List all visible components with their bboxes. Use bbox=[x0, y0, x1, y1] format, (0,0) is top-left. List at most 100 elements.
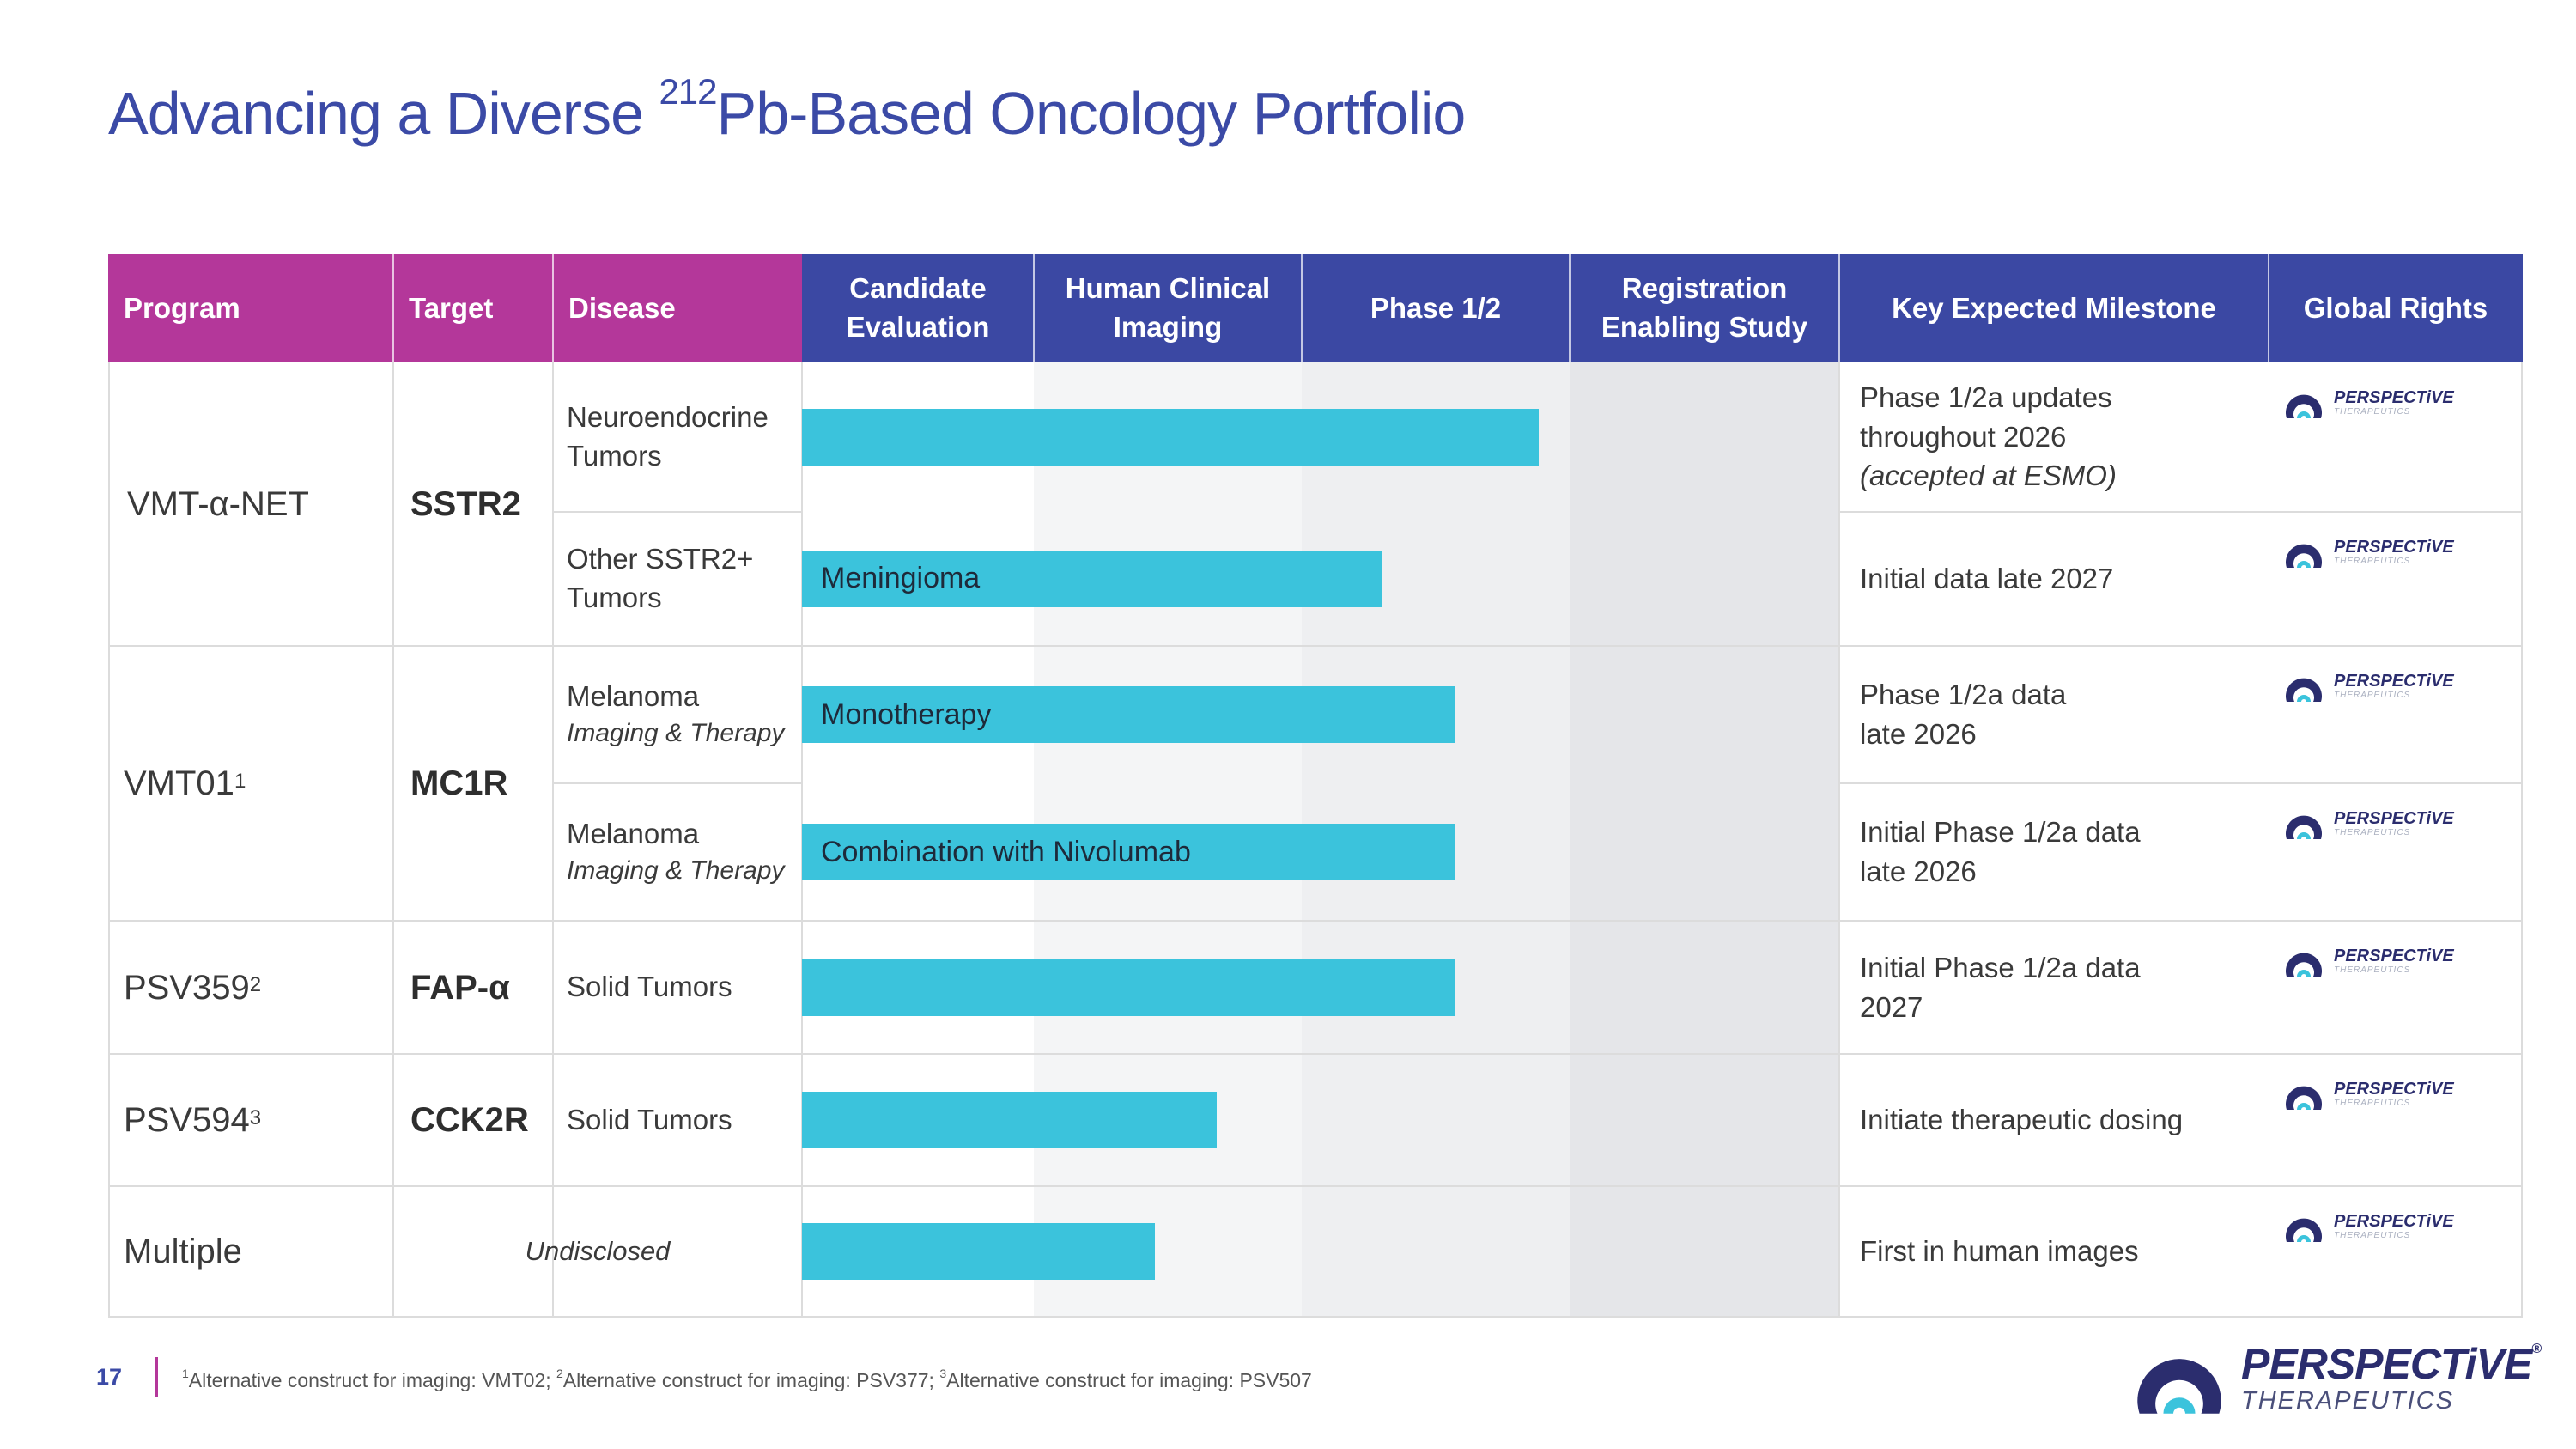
header-disease: Disease bbox=[553, 254, 802, 362]
logo-wordmark: PERSPECTiVE bbox=[2334, 672, 2454, 691]
global-rights-logo: PERSPECTiVE THERAPEUTICS bbox=[2282, 940, 2454, 983]
milestone-cell: First in human images bbox=[1839, 1186, 2269, 1317]
milestone-text: throughout 2026 bbox=[1860, 420, 2067, 453]
logo-subtitle: THERAPEUTICS bbox=[2334, 965, 2411, 975]
global-rights-logo: PERSPECTiVE THERAPEUTICS bbox=[2282, 381, 2454, 424]
progress-bar: Combination with Nivolumab bbox=[802, 824, 1455, 880]
pipeline-table: Program Target Disease Candidate Evaluat… bbox=[108, 254, 2523, 1318]
global-rights-logo: PERSPECTiVE THERAPEUTICS bbox=[2282, 665, 2454, 708]
milestone-text: Initiate therapeutic dosing bbox=[1860, 1104, 2184, 1136]
program-multiple: Multiple bbox=[124, 1233, 242, 1270]
target-mc1r: MC1R bbox=[410, 764, 508, 802]
milestone-text: Phase 1/2a data bbox=[1860, 679, 2067, 711]
milestone-text: Phase 1/2a updates bbox=[1860, 381, 2112, 414]
perspective-therapeutics-logo: PERSPECTiVE® THERAPEUTICS bbox=[2129, 1328, 2542, 1428]
header-phase-1-2: Phase 1/2 bbox=[1302, 254, 1570, 362]
target-sstr2: SSTR2 bbox=[410, 485, 521, 523]
footer-divider bbox=[155, 1357, 158, 1397]
header-human-clinical-imaging: Human Clinical Imaging bbox=[1034, 254, 1302, 362]
logo-wordmark: PERSPECTiVE bbox=[2334, 1212, 2454, 1231]
logo-subtitle: THERAPEUTICS bbox=[2334, 1099, 2411, 1108]
logo-wordmark: PERSPECTiVE bbox=[2334, 809, 2454, 828]
perspective-logo-mark-icon bbox=[2286, 1086, 2322, 1110]
progress-bar-label: Meningioma bbox=[821, 562, 981, 594]
logo-wordmark: PERSPECTiVE bbox=[2334, 388, 2454, 407]
milestone-text: 2027 bbox=[1860, 990, 1923, 1023]
progress-bar bbox=[802, 1092, 1217, 1148]
milestone-text: Initial data late 2027 bbox=[1860, 562, 2114, 594]
progress-bar: Monotherapy bbox=[802, 686, 1455, 743]
footnote: 1Alternative construct for imaging: VMT0… bbox=[182, 1367, 1312, 1391]
logo-subtitle: THERAPEUTICS bbox=[2334, 828, 2411, 837]
disease-name: Solid Tumors bbox=[567, 971, 732, 1003]
page-number: 17 bbox=[96, 1364, 123, 1390]
disease-cell: Melanoma Imaging & Therapy bbox=[553, 646, 802, 783]
disease-name: Melanoma bbox=[567, 818, 700, 850]
perspective-logo-mark-icon bbox=[2286, 544, 2322, 568]
progress-bar bbox=[802, 1223, 1155, 1280]
disease-cell: Melanoma Imaging & Therapy bbox=[553, 783, 802, 921]
logo-wordmark: PERSPECTiVE bbox=[2241, 1339, 2532, 1388]
target-fap-alpha: FAP-α bbox=[410, 968, 510, 1007]
global-rights-logo: PERSPECTiVE THERAPEUTICS bbox=[2282, 1073, 2454, 1116]
progress-bar: Meningioma bbox=[802, 550, 1382, 607]
milestone-cell: Initial Phase 1/2a data 2027 bbox=[1839, 921, 2269, 1054]
milestone-cell: Initial Phase 1/2a data late 2026 bbox=[1839, 783, 2269, 921]
target-undisclosed: Undisclosed bbox=[525, 1236, 671, 1267]
milestone-text: Initial Phase 1/2a data bbox=[1860, 951, 2141, 983]
global-rights-logo: PERSPECTiVE THERAPEUTICS bbox=[2282, 531, 2454, 574]
progress-bar-label: Monotherapy bbox=[821, 697, 992, 731]
logo-wordmark: PERSPECTiVE bbox=[2334, 538, 2454, 557]
disease-cell: Other SSTR2+ Tumors bbox=[553, 512, 802, 645]
milestone-cell: Phase 1/2a data late 2026 bbox=[1839, 646, 2269, 783]
header-program: Program bbox=[108, 254, 393, 362]
milestone-cell: Phase 1/2a updates throughout 2026 (accept… bbox=[1839, 362, 2269, 511]
perspective-logo-mark-icon bbox=[2137, 1359, 2221, 1414]
slide-title: Advancing a Diverse 212Pb-Based Oncology… bbox=[108, 71, 1466, 148]
milestone-text: late 2026 bbox=[1860, 718, 1977, 750]
program-psv359: PSV359 2 bbox=[124, 968, 262, 1007]
disease-subtitle: Imaging & Therapy bbox=[567, 856, 785, 886]
target-cck2r: CCK2R bbox=[410, 1101, 529, 1139]
perspective-logo-mark-icon bbox=[2286, 815, 2322, 839]
logo-subtitle: THERAPEUTICS bbox=[2334, 691, 2411, 700]
logo-subtitle: THERAPEUTICS bbox=[2334, 407, 2411, 417]
header-target: Target bbox=[393, 254, 553, 362]
global-rights-logo: PERSPECTiVE THERAPEUTICS bbox=[2282, 802, 2454, 845]
progress-bar-label: Combination with Nivolumab bbox=[821, 835, 1191, 868]
program-psv594: PSV594 3 bbox=[124, 1101, 262, 1139]
disease-cell: Neuroendocrine Tumors bbox=[553, 362, 802, 511]
logo-registered-mark: ® bbox=[2531, 1341, 2542, 1356]
milestone-cell: Initiate therapeutic dosing bbox=[1839, 1054, 2269, 1186]
progress-bar bbox=[802, 959, 1455, 1016]
logo-subtitle: THERAPEUTICS bbox=[2334, 557, 2411, 566]
logo-subtitle: THERAPEUTICS bbox=[2241, 1386, 2454, 1415]
milestone-text: First in human images bbox=[1860, 1235, 2139, 1268]
milestone-text: late 2026 bbox=[1860, 855, 1977, 887]
progress-bar bbox=[802, 408, 1539, 466]
perspective-logo-mark-icon bbox=[2286, 678, 2322, 702]
header-candidate-evaluation: Candidate Evaluation bbox=[802, 254, 1034, 362]
milestone-cell: Initial data late 2027 bbox=[1839, 512, 2269, 645]
program-vmt-alpha-net: VMT-α-NET bbox=[127, 485, 309, 523]
disease-name: Other SSTR2+ Tumors bbox=[567, 542, 754, 613]
disease-name: Melanoma bbox=[567, 680, 700, 713]
registration-column-band bbox=[1570, 362, 1839, 1318]
milestone-note: (accepted at ESMO) bbox=[1860, 460, 2117, 492]
global-rights-logo: PERSPECTiVE THERAPEUTICS bbox=[2282, 1205, 2454, 1248]
disease-subtitle: Imaging & Therapy bbox=[567, 719, 785, 748]
milestone-text: Initial Phase 1/2a data bbox=[1860, 816, 2141, 849]
program-vmt01: VMT01 1 bbox=[124, 764, 246, 802]
logo-subtitle: THERAPEUTICS bbox=[2334, 1231, 2411, 1240]
logo-wordmark: PERSPECTiVE bbox=[2334, 1080, 2454, 1099]
disease-cell: Solid Tumors bbox=[553, 1054, 802, 1186]
disease-name: Neuroendocrine Tumors bbox=[567, 400, 769, 472]
perspective-logo-mark-icon bbox=[2286, 394, 2322, 418]
header-key-expected-milestone: Key Expected Milestone bbox=[1839, 254, 2269, 362]
perspective-logo-mark-icon bbox=[2286, 953, 2322, 977]
header-global-rights: Global Rights bbox=[2269, 254, 2523, 362]
disease-cell: Solid Tumors bbox=[553, 921, 802, 1054]
logo-wordmark: PERSPECTiVE bbox=[2334, 947, 2454, 965]
header-registration-enabling-study: Registration Enabling Study bbox=[1570, 254, 1839, 362]
disease-name: Solid Tumors bbox=[567, 1103, 732, 1135]
